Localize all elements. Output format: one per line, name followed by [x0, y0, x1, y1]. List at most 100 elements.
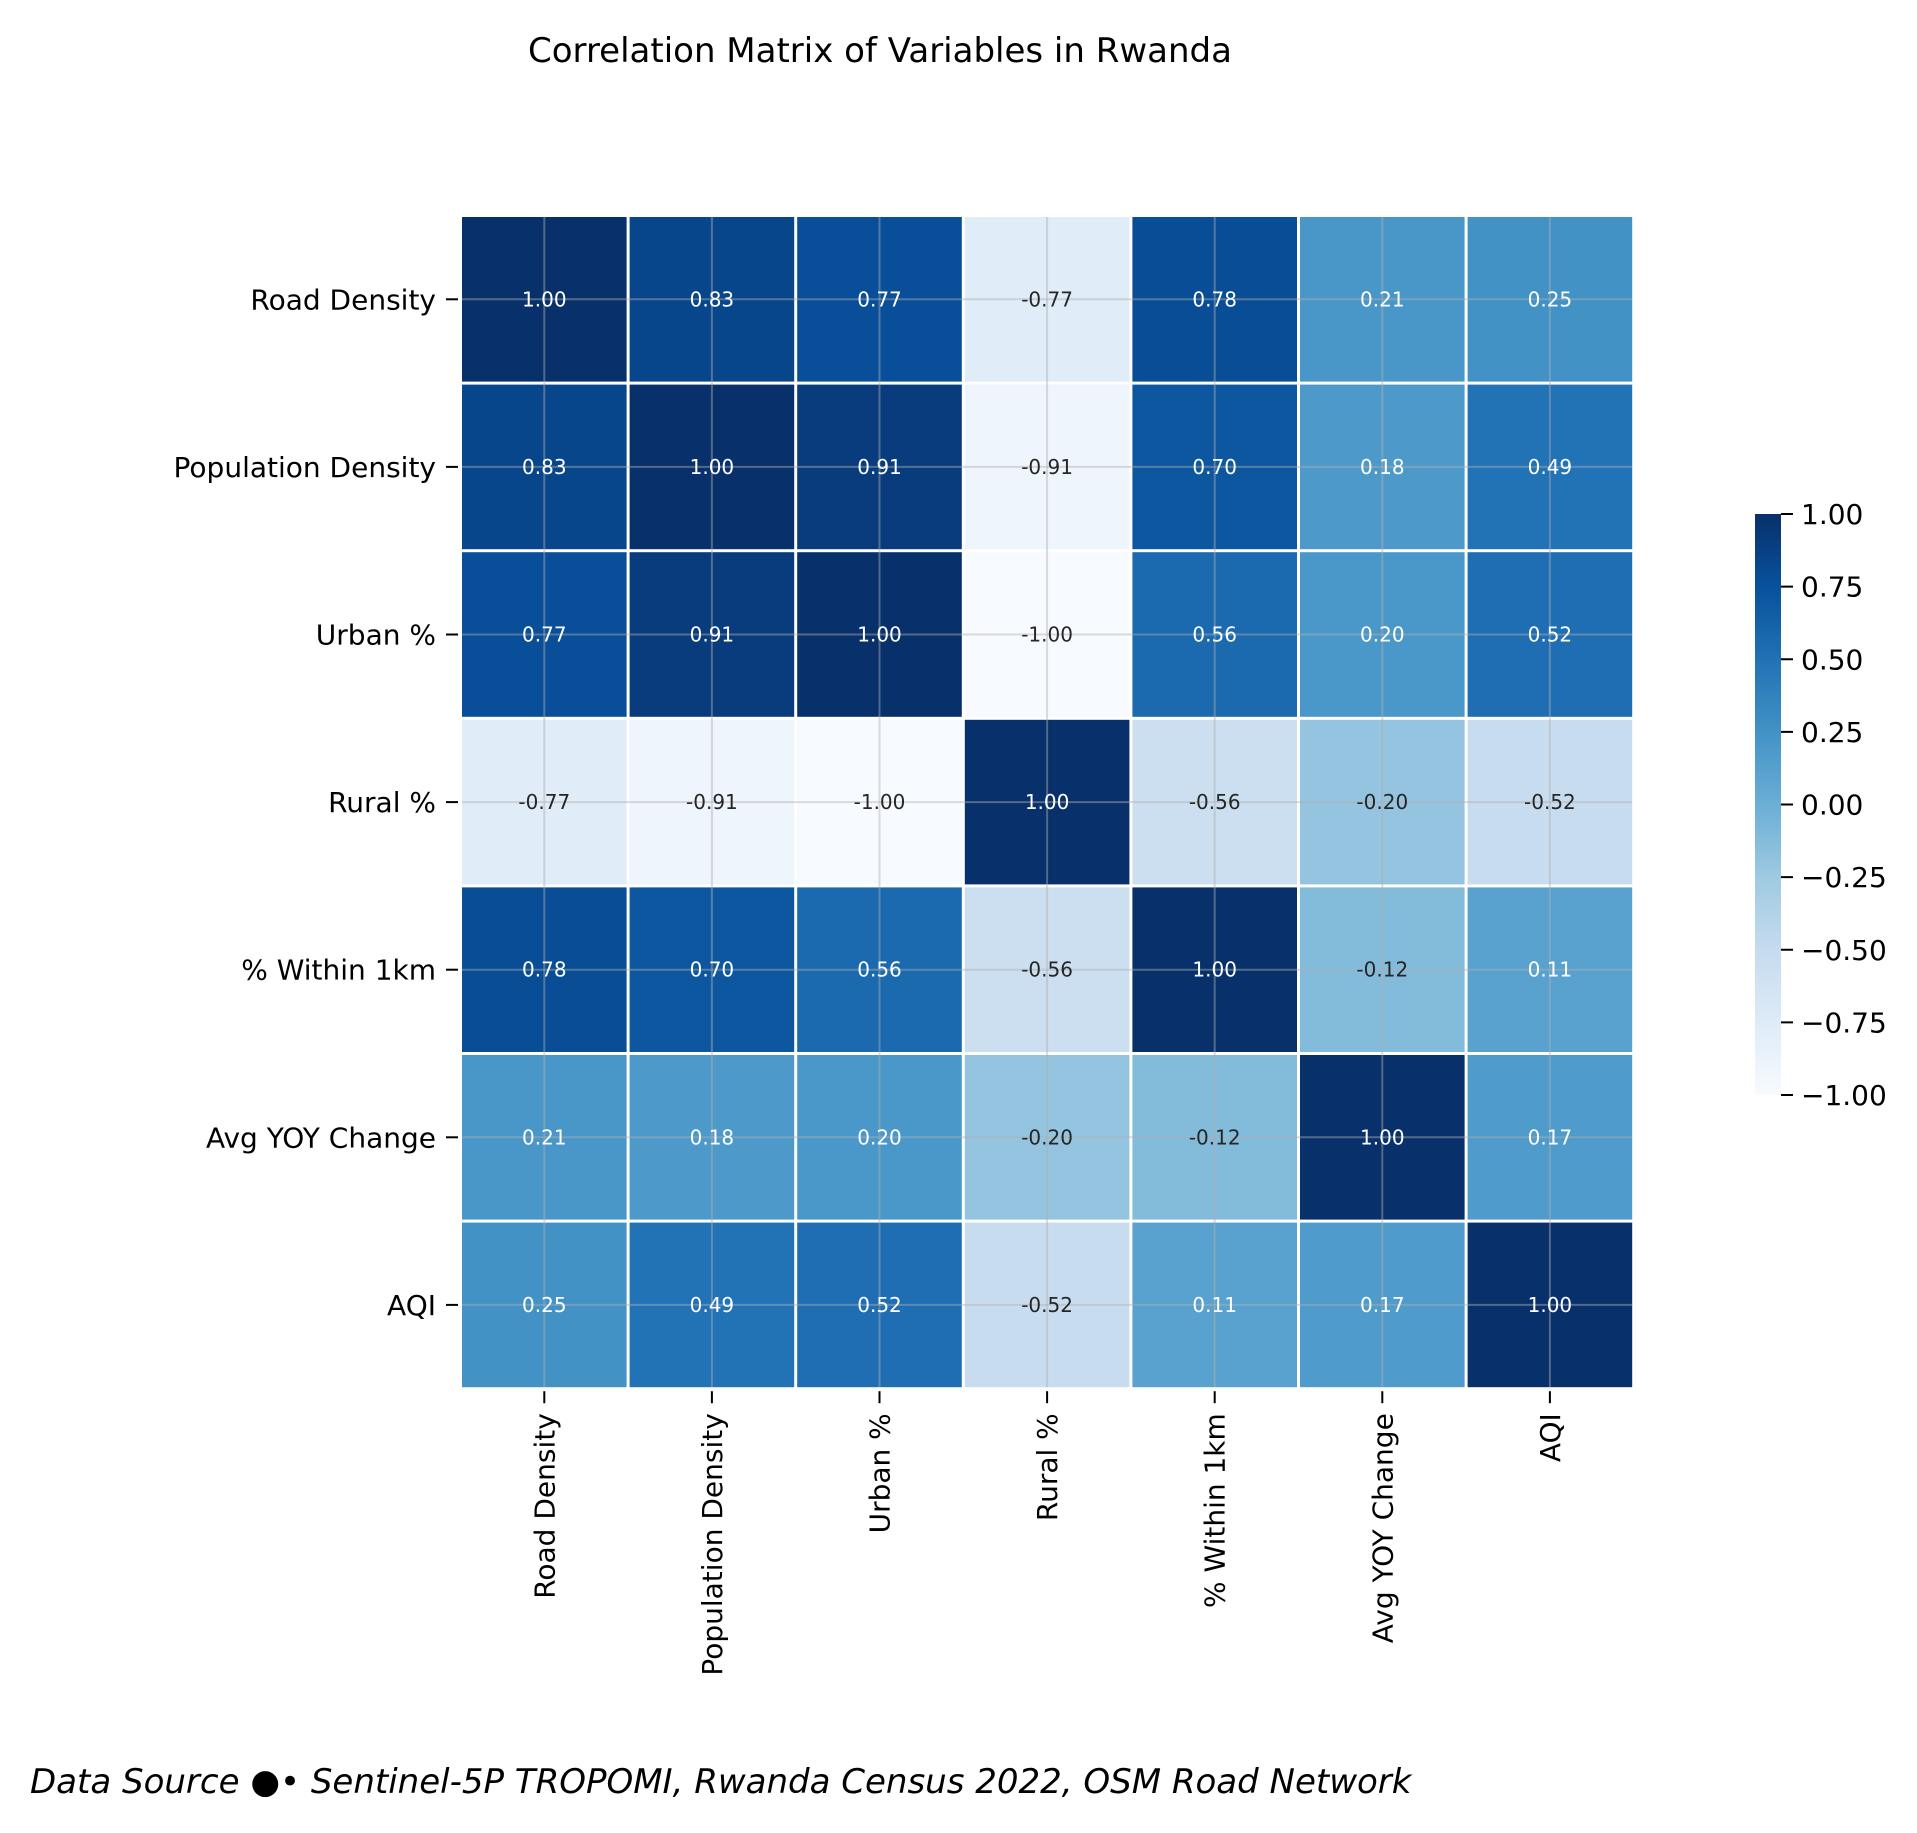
x-tick-label: Road Density — [528, 1413, 561, 1599]
heatmap-cell — [462, 1055, 627, 1220]
heatmap-cell-value: 1.00 — [1360, 1125, 1405, 1149]
heatmap-cell — [964, 552, 1130, 717]
heatmap-cell — [629, 384, 795, 550]
heatmap-cell-value: 0.77 — [522, 623, 567, 647]
heatmap-cell-value: 0.52 — [857, 1293, 902, 1317]
heatmap-cell-value: 0.18 — [690, 1125, 735, 1149]
x-tick-label: % Within 1km — [1199, 1413, 1232, 1608]
heatmap-cell-value: 1.00 — [857, 623, 902, 647]
y-tick-label: % Within 1km — [241, 954, 436, 987]
heatmap-cell — [1300, 1055, 1465, 1220]
heatmap-cell-value: -0.12 — [1356, 958, 1408, 982]
x-axis: Road Density Population Density Urban % Rur… — [528, 1391, 1567, 1676]
colorbar-tick-label: 0.50 — [1801, 643, 1863, 676]
heatmap-cell-value: 0.83 — [690, 287, 735, 311]
x-tick-label: Urban % — [864, 1413, 897, 1533]
heatmap-cell — [1300, 217, 1465, 382]
heatmap-cell — [1467, 384, 1633, 550]
colorbar-tick-label: −0.25 — [1801, 861, 1887, 894]
colorbar-gradient — [1755, 514, 1781, 1095]
heatmap-cell-value: 0.91 — [857, 455, 902, 479]
x-tick-label: AQI — [1534, 1413, 1567, 1462]
heatmap-cell — [797, 217, 962, 382]
heatmap-cell-value: 0.20 — [857, 1125, 902, 1149]
heatmap-cell — [797, 1222, 962, 1388]
heatmap-cell-value: 0.17 — [1360, 1293, 1405, 1317]
heatmap-cell-value: -1.00 — [1021, 623, 1073, 647]
colorbar-ticks: 1.00 0.75 0.50 0.25 0.00 −0.25 −0.50 −0.75 −1.00 — [1781, 498, 1887, 1112]
heatmap-cell-value: 0.20 — [1360, 623, 1405, 647]
heatmap-cell-value: 0.49 — [690, 1293, 735, 1317]
heatmap-cell-value: -0.77 — [518, 790, 570, 814]
y-tick-label: Rural % — [328, 786, 436, 819]
heatmap-cell-value: 0.83 — [522, 455, 567, 479]
heatmap-cell — [1300, 1222, 1465, 1388]
heatmap-cell-value: -0.77 — [1021, 287, 1073, 311]
heatmap-cell-value: 0.52 — [1528, 623, 1573, 647]
heatmap-cell — [462, 719, 627, 885]
heatmap-cell-value: 0.18 — [1360, 455, 1405, 479]
heatmap-cell — [629, 217, 795, 382]
heatmap-cell — [462, 552, 627, 717]
heatmap-cell — [1300, 719, 1465, 885]
heatmap-cell-value: 0.25 — [1528, 287, 1573, 311]
heatmap-cell — [1132, 1222, 1297, 1388]
colorbar-tick-label: 0.00 — [1801, 789, 1863, 822]
heatmap-cell-value: -0.56 — [1021, 958, 1073, 982]
heatmap-cell-labels: 1.00 0.83 0.77 -0.77 0.78 0.21 0.25 0.83 1.00 0.9… — [518, 287, 1575, 1317]
heatmap-cell — [964, 217, 1130, 382]
heatmap-cell — [462, 887, 627, 1052]
heatmap-cell-value: 1.00 — [1528, 1293, 1573, 1317]
heatmap-cell — [797, 719, 962, 885]
heatmap-cell-value: -0.91 — [686, 790, 738, 814]
heatmap-cell — [629, 719, 795, 885]
heatmap-cell — [1467, 552, 1633, 717]
data-source-note: Data Source ●• Sentinel-5P TROPOMI, Rwan… — [30, 1762, 1413, 1802]
heatmap-cell — [964, 887, 1130, 1052]
heatmap-cell — [1132, 719, 1297, 885]
heatmap-cell — [1467, 1055, 1633, 1220]
heatmap-cell-value: -1.00 — [854, 790, 906, 814]
heatmap-cell-value: -0.12 — [1189, 1125, 1241, 1149]
heatmap-gridlines — [462, 217, 1633, 1388]
heatmap-cell — [1300, 384, 1465, 550]
heatmap-cell-value: 1.00 — [522, 287, 567, 311]
heatmap-cell — [629, 552, 795, 717]
heatmap-cell-value: 0.91 — [690, 623, 735, 647]
heatmap-cell — [1132, 384, 1297, 550]
heatmap-cell-value: -0.52 — [1021, 1293, 1073, 1317]
heatmap-cell-value: 0.21 — [1360, 287, 1405, 311]
heatmap-cell-value: 0.56 — [1192, 623, 1237, 647]
heatmap-cell — [797, 552, 962, 717]
heatmap-cell-value: -0.20 — [1356, 790, 1408, 814]
y-tick-label: Population Density — [174, 451, 436, 484]
heatmap-cell — [629, 887, 795, 1052]
x-tick-label: Avg YOY Change — [1366, 1413, 1399, 1643]
heatmap-cell — [797, 1055, 962, 1220]
heatmap-cell — [462, 1222, 627, 1388]
heatmap-cell — [1467, 217, 1633, 382]
y-tick-label: Urban % — [316, 619, 436, 652]
heatmap-cell — [964, 384, 1130, 550]
y-tick-label: AQI — [387, 1289, 436, 1322]
heatmap-cell — [964, 1055, 1130, 1220]
colorbar-tick-label: −1.00 — [1801, 1079, 1887, 1112]
heatmap-cell — [1300, 887, 1465, 1052]
x-tick-label: Rural % — [1031, 1413, 1064, 1521]
heatmap-cell-value: -0.56 — [1189, 790, 1241, 814]
heatmap-cell-value: 0.17 — [1528, 1125, 1573, 1149]
colorbar: 1.00 0.75 0.50 0.25 0.00 −0.25 −0.50 −0.75 −1.00 — [1755, 498, 1887, 1112]
heatmap-cell-value: 0.78 — [522, 958, 567, 982]
heatmap-cell — [1132, 1055, 1297, 1220]
heatmap-cell-value: 0.49 — [1528, 455, 1573, 479]
heatmap-cell — [462, 217, 627, 382]
heatmap-cell — [1132, 552, 1297, 717]
heatmap-cell — [964, 1222, 1130, 1388]
colorbar-tick-label: −0.75 — [1801, 1006, 1887, 1039]
heatmap-cell-value: 0.25 — [522, 1293, 567, 1317]
heatmap-cell-value: 0.77 — [857, 287, 902, 311]
colorbar-tick-label: 1.00 — [1801, 498, 1863, 531]
heatmap-cell-value: 0.70 — [1192, 455, 1237, 479]
heatmap-cell-value: -0.52 — [1524, 790, 1576, 814]
